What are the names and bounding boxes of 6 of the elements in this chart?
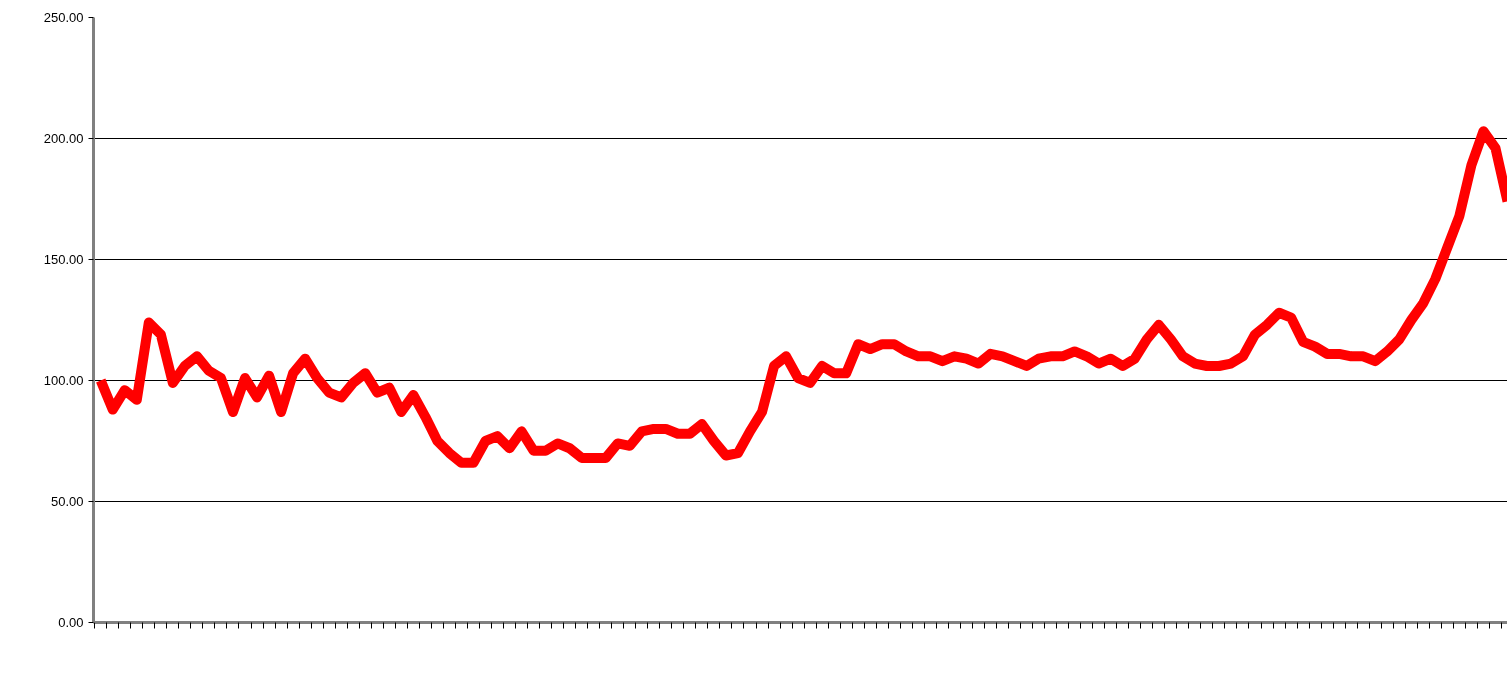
y-tick-label: 150.00 (43, 252, 84, 267)
y-tick-label: 100.00 (43, 373, 84, 388)
y-tick-label: 200.00 (43, 131, 84, 146)
y-tick-label: 50.00 (50, 494, 84, 509)
y-tick-label: 250.00 (43, 10, 84, 25)
y-tick-label: 0.00 (58, 615, 84, 630)
